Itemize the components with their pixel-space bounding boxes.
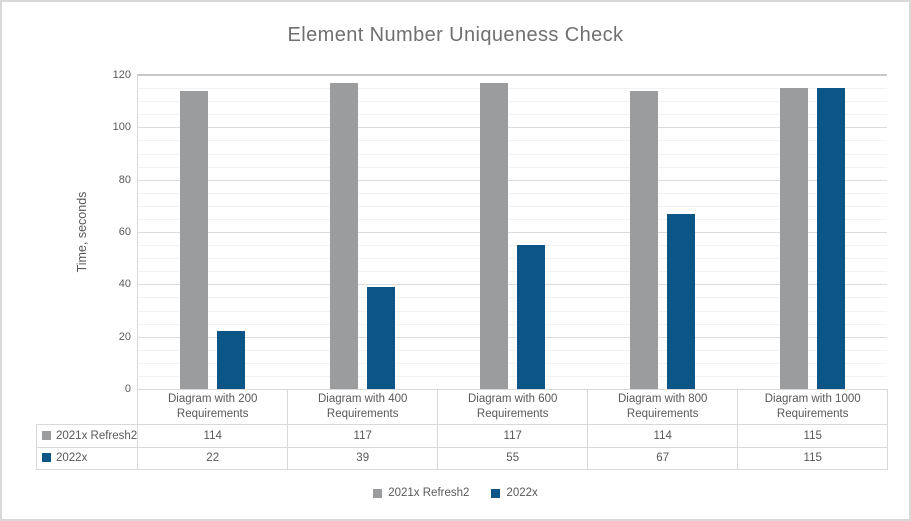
minor-gridline bbox=[137, 114, 887, 116]
y-axis-line bbox=[137, 75, 138, 389]
minor-gridline bbox=[137, 192, 887, 194]
minor-gridline bbox=[137, 140, 887, 142]
y-tick-label: 0 bbox=[124, 383, 131, 395]
series-key-icon bbox=[42, 430, 51, 440]
minor-gridline bbox=[137, 166, 887, 168]
table-value-cell: 67 bbox=[587, 447, 739, 470]
table-corner-cell bbox=[37, 390, 138, 425]
major-gridline bbox=[137, 74, 887, 76]
table-value-cell: 117 bbox=[437, 424, 589, 448]
bar-series1-cat4 bbox=[629, 90, 658, 389]
data-table: Diagram with 200 Requirements Diagram wit… bbox=[35, 389, 889, 470]
table-value-cell: 22 bbox=[137, 447, 289, 470]
major-gridline bbox=[137, 127, 887, 129]
bar-series2-cat5 bbox=[816, 88, 845, 389]
minor-gridline bbox=[137, 218, 887, 220]
category-header-cell: Diagram with 1000 Requirements bbox=[737, 389, 889, 425]
y-tick-label: 60 bbox=[118, 226, 131, 238]
table-value-cell: 114 bbox=[137, 424, 289, 448]
y-tick-label: 80 bbox=[118, 173, 131, 186]
minor-gridline bbox=[137, 375, 887, 377]
minor-gridline bbox=[137, 297, 887, 299]
table-value-cell: 115 bbox=[737, 447, 889, 470]
minor-gridline bbox=[137, 349, 887, 351]
series-name-cell: 2022x bbox=[35, 447, 139, 470]
y-axis-title: Time, seconds bbox=[75, 191, 89, 273]
y-tick-label: 40 bbox=[118, 278, 131, 291]
minor-gridline bbox=[137, 153, 887, 155]
minor-gridline bbox=[137, 245, 887, 247]
table-value-cell: 117 bbox=[287, 424, 439, 448]
legend-key-icon bbox=[491, 488, 501, 498]
bar-series1-cat1 bbox=[179, 90, 208, 389]
chart-title: Element Number Uniqueness Check bbox=[287, 24, 624, 46]
legend-label: 2021x Refresh2 bbox=[388, 487, 470, 499]
bar-series2-cat2 bbox=[366, 286, 395, 389]
legend-key-icon bbox=[373, 488, 383, 498]
category-header-cell: Diagram with 400 Requirements bbox=[287, 389, 439, 425]
category-header-cell: Diagram with 200 Requirements bbox=[137, 389, 289, 425]
minor-gridline bbox=[137, 258, 887, 260]
y-tick-label: 20 bbox=[118, 330, 131, 343]
minor-gridline bbox=[137, 271, 887, 273]
legend-item: 2022x bbox=[491, 487, 538, 499]
series-name-label: 2021x Refresh2 bbox=[56, 429, 138, 442]
minor-gridline bbox=[137, 323, 887, 325]
bar-series2-cat1 bbox=[216, 331, 245, 389]
series-key-icon bbox=[42, 453, 51, 463]
major-gridline bbox=[137, 284, 887, 286]
minor-gridline bbox=[137, 205, 887, 207]
legend-label: 2022x bbox=[506, 487, 538, 499]
table-value-cell: 115 bbox=[737, 424, 889, 448]
series-name-cell: 2021x Refresh2 bbox=[35, 424, 139, 448]
y-tick-label: 120 bbox=[112, 69, 131, 81]
series-name-label: 2022x bbox=[56, 452, 88, 465]
legend-item: 2021x Refresh2 bbox=[373, 487, 469, 499]
category-header-cell: Diagram with 800 Requirements bbox=[587, 389, 739, 425]
minor-gridline bbox=[137, 101, 887, 103]
major-gridline bbox=[137, 232, 887, 233]
bar-series2-cat3 bbox=[516, 245, 545, 389]
table-value-cell: 39 bbox=[287, 447, 439, 470]
major-gridline bbox=[137, 336, 887, 338]
bar-series2-cat4 bbox=[666, 213, 695, 389]
legend: 2021x Refresh2 2022x bbox=[2, 487, 909, 499]
minor-gridline bbox=[137, 310, 887, 312]
table-value-cell: 114 bbox=[587, 424, 739, 448]
bar-series1-cat3 bbox=[479, 82, 508, 389]
y-tick-label: 100 bbox=[112, 121, 131, 134]
bar-series1-cat5 bbox=[779, 88, 808, 389]
table-value-cell: 55 bbox=[437, 447, 589, 470]
plot-area bbox=[137, 74, 887, 389]
major-gridline bbox=[137, 179, 887, 181]
bar-series1-cat2 bbox=[329, 82, 358, 389]
category-header-cell: Diagram with 600 Requirements bbox=[437, 389, 589, 425]
minor-gridline bbox=[137, 88, 887, 90]
minor-gridline bbox=[137, 362, 887, 364]
